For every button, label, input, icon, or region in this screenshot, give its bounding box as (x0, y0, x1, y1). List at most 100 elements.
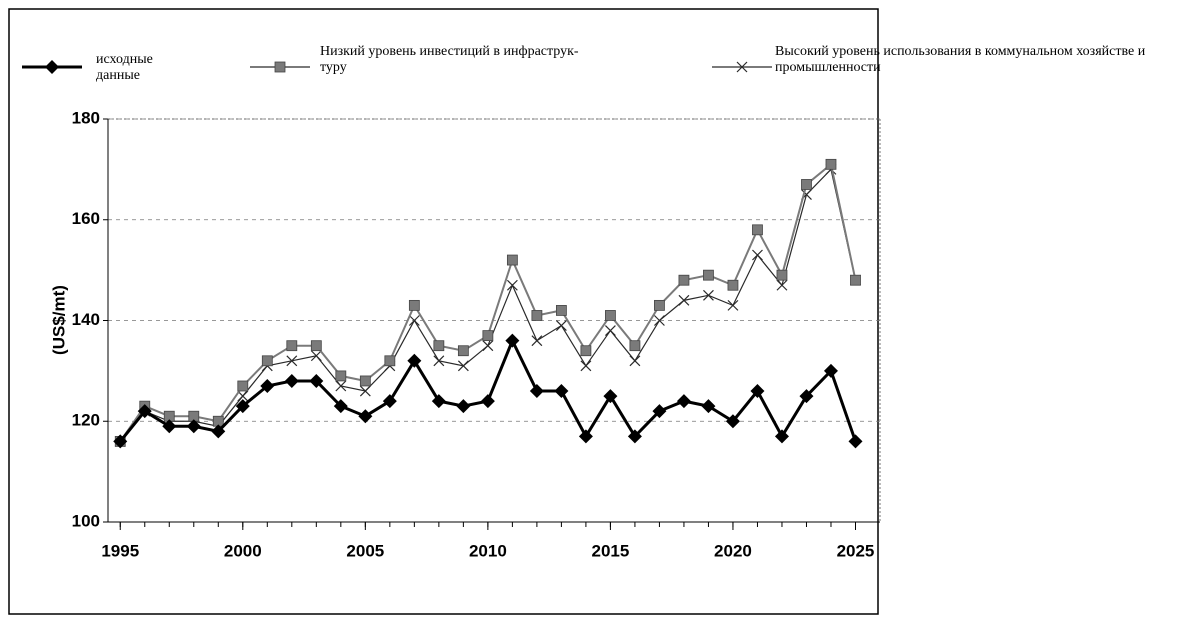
diamond-marker (652, 404, 667, 419)
square-marker (335, 370, 347, 382)
square-marker (801, 179, 812, 190)
x-marker (359, 385, 371, 397)
square-marker (580, 345, 592, 357)
x-marker (629, 355, 641, 367)
diamond-marker (627, 429, 642, 444)
square-marker (274, 61, 286, 73)
diamond-marker (309, 373, 324, 388)
x-marker (408, 315, 420, 326)
square-marker (531, 310, 543, 321)
square-marker (727, 279, 739, 291)
diamond-marker (774, 429, 789, 444)
x-tick-label: 2025 (837, 541, 875, 560)
diamond-marker (848, 434, 863, 449)
x-tick-label: 2015 (591, 541, 629, 560)
square-marker (555, 305, 567, 316)
x-marker (506, 279, 518, 291)
square-marker (261, 355, 273, 367)
diamond-marker (45, 60, 59, 74)
x-marker (752, 249, 763, 261)
series-line (119, 336, 857, 443)
diamond-marker (382, 394, 397, 409)
diamond-marker (162, 419, 177, 434)
diamond-marker (750, 384, 765, 399)
diamond-marker (799, 389, 814, 404)
x-marker (482, 340, 494, 352)
legend-label: исходные данные (96, 52, 153, 83)
x-marker (604, 325, 616, 336)
square-marker (850, 274, 861, 286)
diamond-marker (235, 399, 250, 414)
diamond-marker (578, 429, 593, 444)
y-tick-label: 140 (72, 310, 100, 329)
x-marker (654, 315, 665, 326)
square-marker (384, 355, 396, 367)
diamond-marker (456, 399, 471, 414)
diamond-marker (725, 414, 740, 429)
x-tick-label: 2010 (469, 541, 507, 560)
square-marker (310, 340, 322, 352)
diamond-marker (505, 333, 520, 348)
x-marker (335, 380, 347, 392)
square-marker (605, 310, 616, 321)
diamond-marker (823, 363, 838, 378)
square-marker (629, 340, 641, 352)
legend-label: Низкий уровень инвестиций в инфраструк-т… (320, 44, 579, 75)
x-marker (310, 350, 322, 362)
legend-label: Высокий уровень использования в коммунал… (775, 44, 1146, 75)
square-marker (506, 254, 518, 266)
y-tick-label: 180 (72, 108, 100, 127)
diamond-marker (603, 389, 618, 404)
diamond-marker (333, 399, 348, 414)
square-marker (776, 269, 788, 281)
diamond-marker (260, 378, 275, 393)
x-marker (433, 355, 445, 367)
diamond-marker (407, 353, 422, 368)
diamond-marker (529, 384, 544, 399)
square-marker (825, 158, 837, 170)
square-marker (359, 375, 371, 387)
x-tick-label: 2020 (714, 541, 752, 560)
square-marker (408, 299, 420, 311)
frame (8, 8, 879, 615)
diamond-marker (431, 394, 446, 409)
x-marker (736, 61, 748, 73)
x-marker (727, 299, 739, 311)
x-marker (237, 390, 249, 402)
y-tick-label: 160 (72, 209, 100, 228)
diamond-marker (676, 394, 691, 409)
diamond-marker (113, 434, 128, 449)
x-marker (555, 320, 567, 331)
diamond-marker (211, 424, 226, 439)
x-marker (531, 335, 543, 347)
square-marker (752, 224, 763, 236)
x-tick-label: 2000 (224, 541, 262, 560)
square-marker (433, 340, 445, 352)
x-marker (678, 294, 690, 306)
y-axis-label: (US$/mt) (49, 285, 68, 355)
diamond-marker (554, 384, 569, 399)
x-tick-label: 2005 (346, 541, 384, 560)
square-marker (457, 345, 469, 357)
x-marker (457, 360, 469, 372)
square-marker (654, 299, 665, 311)
square-marker (678, 274, 690, 286)
series (113, 333, 863, 449)
square-marker (703, 269, 714, 281)
diamond-marker (701, 399, 716, 414)
x-marker (286, 355, 298, 367)
square-marker (237, 380, 249, 392)
diamond-marker (358, 409, 373, 424)
diamond-marker (480, 394, 495, 409)
diamond-marker (186, 419, 201, 434)
square-marker (286, 340, 298, 352)
x-marker (776, 279, 788, 291)
y-tick-label: 100 (72, 511, 100, 530)
y-tick-label: 120 (72, 411, 100, 430)
x-marker (580, 360, 592, 372)
diamond-marker (137, 404, 152, 419)
diamond-marker (284, 373, 299, 388)
x-tick-label: 1995 (101, 541, 139, 560)
